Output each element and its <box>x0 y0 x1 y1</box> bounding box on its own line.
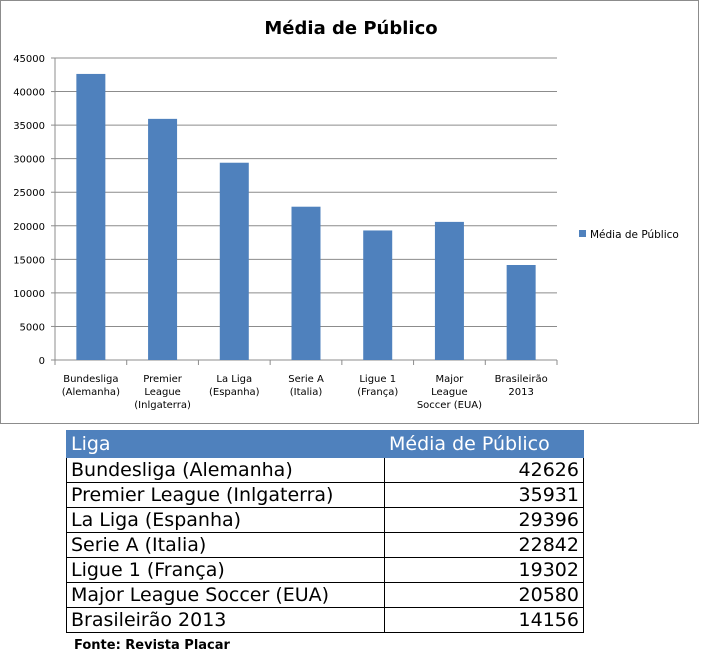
cell-media: 22842 <box>384 532 584 558</box>
y-tick-label: 20000 <box>13 222 45 233</box>
category-labels: Bundesliga (Alemanha) Premier League (Inlgat… <box>62 374 548 411</box>
y-tick-label: 15000 <box>13 255 45 266</box>
cell-liga: Premier League (Inlgaterra) <box>66 482 385 508</box>
legend: Média de Público <box>579 229 679 241</box>
x-category-label: Bundesliga (Alemanha) <box>62 374 120 398</box>
x-category-label: Premier League (Inlgaterra) <box>134 374 191 411</box>
bar <box>291 206 321 360</box>
y-tick-label: 40000 <box>13 88 45 99</box>
bars <box>76 73 536 360</box>
y-tick-label: 45000 <box>13 54 45 65</box>
cell-media: 29396 <box>384 507 584 533</box>
bar <box>506 264 536 360</box>
x-category-label: Major League Soccer (EUA) <box>417 374 482 411</box>
cell-media: 35931 <box>384 482 584 508</box>
bar <box>76 73 106 360</box>
y-tick-label: 0 <box>39 356 45 367</box>
x-category-label: La Liga (Espanha) <box>209 374 260 398</box>
data-table: Liga Média de Público Bundesliga (Aleman… <box>66 430 584 633</box>
chart-title: Média de Público <box>264 18 437 39</box>
source-note: Fonte: Revista Placar <box>74 638 230 653</box>
table-header-row: Liga Média de Público <box>66 430 584 458</box>
y-tick-label: 25000 <box>13 188 45 199</box>
header-media: Média de Público <box>384 430 584 458</box>
table-row: Premier League (Inlgaterra) 35931 <box>66 482 584 508</box>
table-row: Serie A (Italia) 22842 <box>66 532 584 558</box>
legend-label: Média de Público <box>590 229 679 241</box>
cell-liga: Brasileirão 2013 <box>66 607 385 633</box>
y-tick-label: 5000 <box>20 322 45 333</box>
x-category-label: Brasileirão 2013 <box>495 374 548 398</box>
table-row: La Liga (Espanha) 29396 <box>66 507 584 533</box>
table-row: Brasileirão 2013 14156 <box>66 607 584 633</box>
chart-area: Média de Público 0 5000 10000 15000 20000 250… <box>0 0 699 424</box>
cell-media: 20580 <box>384 582 584 608</box>
y-tick-label: 10000 <box>13 289 45 300</box>
bar <box>219 162 249 360</box>
bar <box>148 118 178 360</box>
legend-swatch <box>579 230 586 237</box>
y-tick-label: 30000 <box>13 155 45 166</box>
cell-media: 14156 <box>384 607 584 633</box>
bar <box>434 221 464 360</box>
cell-liga: La Liga (Espanha) <box>66 507 385 533</box>
gridlines <box>55 57 557 327</box>
bar <box>363 230 393 360</box>
cell-media: 19302 <box>384 557 584 583</box>
header-liga: Liga <box>66 430 385 458</box>
y-tick-label: 35000 <box>13 121 45 132</box>
table-row: Major League Soccer (EUA) 20580 <box>66 582 584 608</box>
cell-media: 42626 <box>384 457 584 483</box>
axes: 0 5000 10000 15000 20000 25000 30000 35000 40000… <box>13 54 558 367</box>
cell-liga: Serie A (Italia) <box>66 532 385 558</box>
x-category-label: Serie A (Italia) <box>288 374 324 398</box>
bar-chart: Média de Público 0 5000 10000 15000 20000 250… <box>13 18 679 411</box>
cell-liga: Ligue 1 (França) <box>66 557 385 583</box>
table-row: Bundesliga (Alemanha) 42626 <box>66 457 584 483</box>
cell-liga: Bundesliga (Alemanha) <box>66 457 385 483</box>
table-row: Ligue 1 (França) 19302 <box>66 557 584 583</box>
x-category-label: Ligue 1 (França) <box>357 374 398 398</box>
cell-liga: Major League Soccer (EUA) <box>66 582 385 608</box>
